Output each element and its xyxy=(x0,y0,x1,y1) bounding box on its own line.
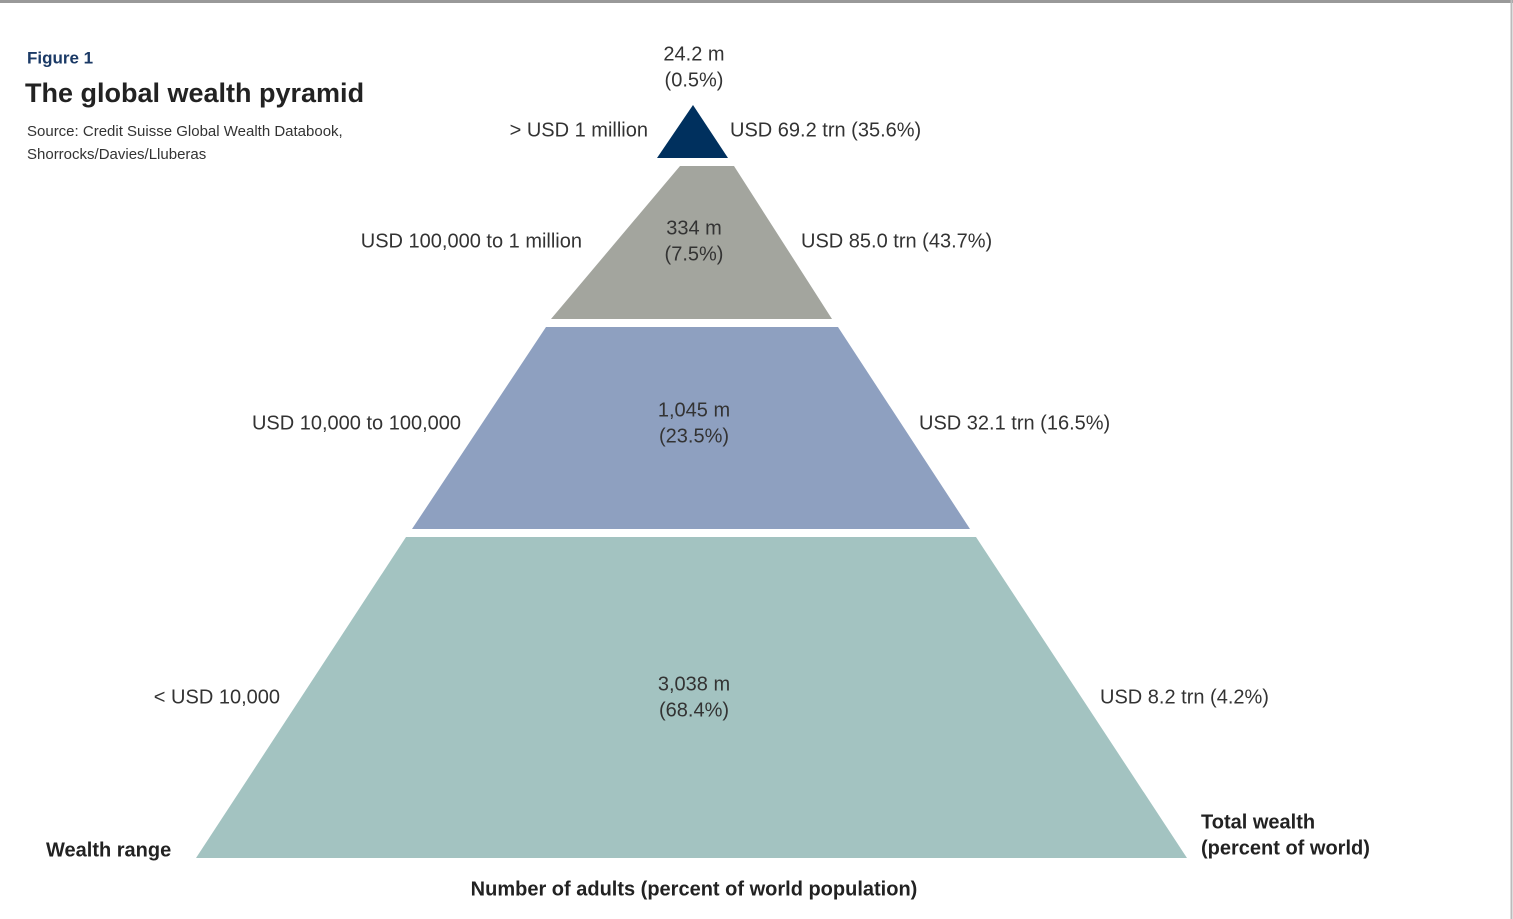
figure-label: Figure 1 xyxy=(27,48,93,67)
wealth-range-label: Wealth range xyxy=(46,839,171,861)
tier-base xyxy=(196,537,1187,858)
adults-share: (68.4%) xyxy=(659,699,729,721)
total-wealth-label: Total wealth xyxy=(1201,811,1315,833)
wealth-range: USD 100,000 to 1 million xyxy=(361,230,582,252)
tier-3 xyxy=(412,327,970,529)
adults: 24.2 m xyxy=(663,43,724,65)
total-wealth-label: (percent of world) xyxy=(1201,837,1370,859)
adults-share: (23.5%) xyxy=(659,425,729,447)
adults-axis-label: Number of adults (percent of world popul… xyxy=(471,878,918,900)
wealth-range: > USD 1 million xyxy=(510,119,648,141)
wealth-range: USD 10,000 to 100,000 xyxy=(252,412,461,434)
title: The global wealth pyramid xyxy=(25,78,364,108)
adults: 3,038 m xyxy=(658,673,730,695)
tier-2 xyxy=(551,166,832,319)
total-wealth: USD 69.2 trn (35.6%) xyxy=(730,119,921,141)
total-wealth: USD 8.2 trn (4.2%) xyxy=(1100,686,1269,708)
wealth-range: < USD 10,000 xyxy=(154,686,280,708)
source: Shorrocks/Davies/Lluberas xyxy=(27,146,206,163)
adults-share: (0.5%) xyxy=(665,69,724,91)
tier-top xyxy=(657,105,728,158)
adults-share: (7.5%) xyxy=(665,243,724,265)
adults: 334 m xyxy=(666,217,722,239)
total-wealth: USD 32.1 trn (16.5%) xyxy=(919,412,1110,434)
source: Source: Credit Suisse Global Wealth Data… xyxy=(27,123,343,140)
total-wealth: USD 85.0 trn (43.7%) xyxy=(801,230,992,252)
adults: 1,045 m xyxy=(658,399,730,421)
